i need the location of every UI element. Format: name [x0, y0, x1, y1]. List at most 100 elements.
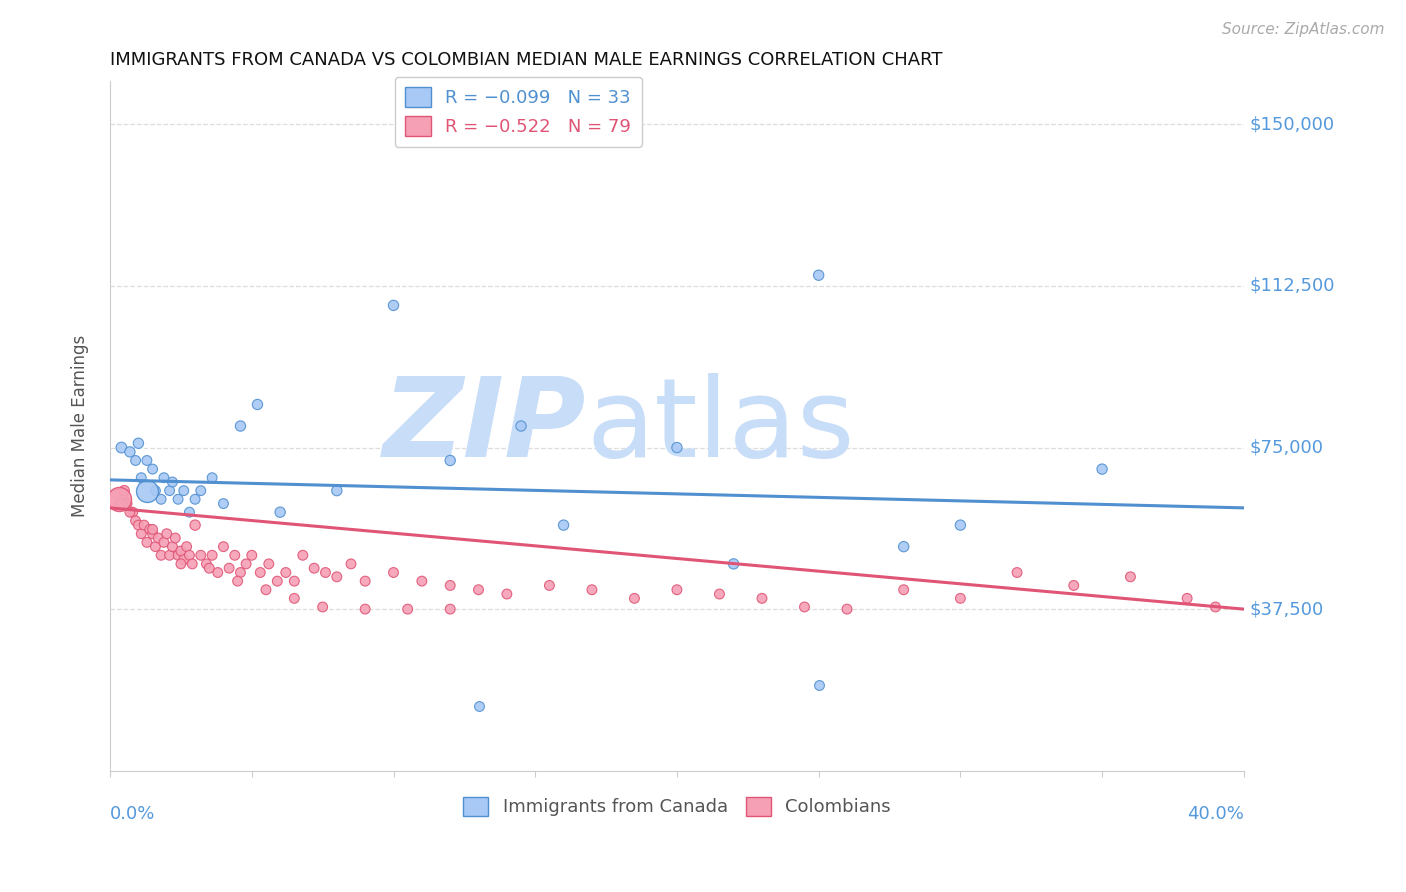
Point: [218, 561, 240, 575]
Point: [314, 566, 336, 580]
Point: [170, 544, 193, 558]
Point: [1063, 578, 1085, 592]
Point: [510, 419, 533, 434]
Point: [893, 540, 915, 554]
Point: [807, 677, 830, 691]
Point: [132, 518, 155, 533]
Point: [190, 549, 212, 563]
Point: [124, 453, 146, 467]
Point: [135, 535, 157, 549]
Point: [118, 505, 141, 519]
Point: [751, 591, 773, 606]
Point: [112, 483, 135, 498]
Point: [283, 591, 305, 606]
Point: [179, 549, 201, 563]
Point: [107, 492, 129, 507]
Point: [201, 471, 224, 485]
Point: [291, 549, 314, 563]
Point: [246, 397, 269, 411]
Text: IMMIGRANTS FROM CANADA VS COLOMBIAN MEDIAN MALE EARNINGS CORRELATION CHART: IMMIGRANTS FROM CANADA VS COLOMBIAN MEDI…: [110, 51, 942, 69]
Point: [167, 549, 190, 563]
Point: [129, 526, 152, 541]
Point: [198, 561, 221, 575]
Point: [153, 471, 176, 485]
Point: [340, 557, 363, 571]
Point: [150, 492, 173, 507]
Point: [212, 540, 235, 554]
Point: [467, 582, 489, 597]
Point: [709, 587, 731, 601]
Text: $112,500: $112,500: [1250, 277, 1334, 295]
Point: [439, 602, 461, 616]
Point: [269, 505, 291, 519]
Point: [159, 549, 181, 563]
Point: [354, 574, 377, 588]
Point: [153, 535, 176, 549]
Point: [1091, 462, 1114, 476]
Point: [1119, 570, 1142, 584]
Point: [1175, 591, 1198, 606]
Point: [162, 475, 184, 489]
Point: [201, 549, 224, 563]
Point: [110, 441, 132, 455]
Point: [274, 566, 297, 580]
Point: [167, 492, 190, 507]
Text: Source: ZipAtlas.com: Source: ZipAtlas.com: [1222, 22, 1385, 37]
Point: [354, 602, 377, 616]
Point: [115, 497, 138, 511]
Point: [195, 557, 218, 571]
Point: [1204, 599, 1226, 614]
Point: [110, 497, 132, 511]
Point: [467, 699, 489, 714]
Point: [127, 436, 149, 450]
Point: [235, 557, 257, 571]
Point: [665, 441, 688, 455]
Point: [807, 268, 830, 283]
Point: [121, 505, 143, 519]
Point: [835, 602, 858, 616]
Point: [302, 561, 325, 575]
Point: [179, 505, 201, 519]
Point: [148, 531, 170, 545]
Point: [190, 483, 212, 498]
Text: atlas: atlas: [586, 373, 855, 480]
Point: [139, 523, 162, 537]
Point: [439, 453, 461, 467]
Point: [581, 582, 603, 597]
Point: [162, 540, 184, 554]
Point: [949, 518, 972, 533]
Point: [173, 483, 195, 498]
Point: [382, 566, 405, 580]
Point: [311, 599, 333, 614]
Point: [326, 483, 349, 498]
Point: [396, 602, 419, 616]
Point: [184, 518, 207, 533]
Point: [224, 549, 246, 563]
Point: [665, 582, 688, 597]
Point: [165, 531, 187, 545]
Point: [181, 557, 204, 571]
Text: 0.0%: 0.0%: [110, 805, 156, 823]
Point: [226, 574, 249, 588]
Y-axis label: Median Male Earnings: Median Male Earnings: [72, 334, 89, 517]
Point: [538, 578, 561, 592]
Text: $75,000: $75,000: [1250, 439, 1323, 457]
Point: [257, 557, 280, 571]
Point: [623, 591, 645, 606]
Point: [949, 591, 972, 606]
Text: ZIP: ZIP: [382, 373, 586, 480]
Point: [127, 518, 149, 533]
Point: [229, 419, 252, 434]
Point: [135, 453, 157, 467]
Point: [142, 462, 165, 476]
Point: [107, 492, 129, 507]
Point: [129, 471, 152, 485]
Point: [124, 514, 146, 528]
Text: 40.0%: 40.0%: [1187, 805, 1244, 823]
Point: [184, 492, 207, 507]
Point: [142, 523, 165, 537]
Legend: Immigrants from Canada, Colombians: Immigrants from Canada, Colombians: [456, 789, 898, 823]
Point: [176, 540, 198, 554]
Point: [723, 557, 745, 571]
Point: [173, 552, 195, 566]
